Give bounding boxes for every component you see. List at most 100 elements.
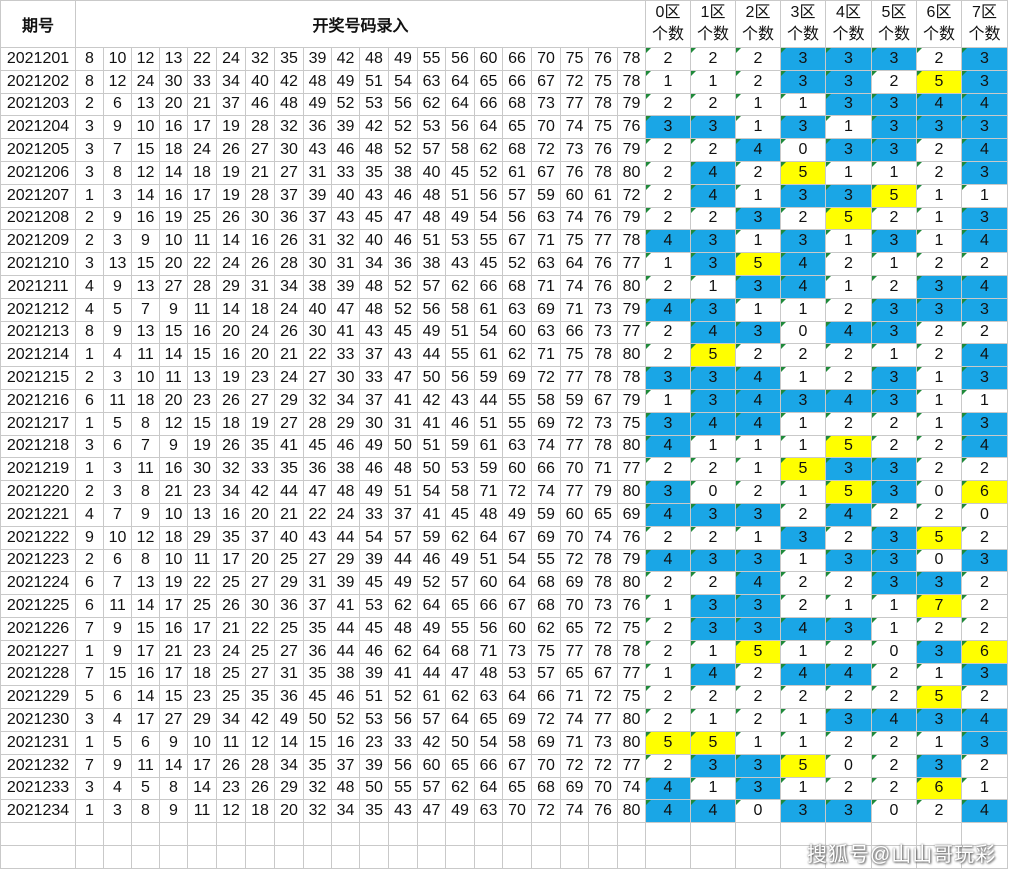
number-cell: 1	[75, 799, 104, 824]
number-cell: 67	[588, 662, 618, 687]
number-cell: 26	[216, 594, 246, 618]
number-cell: 64	[560, 252, 589, 276]
zone-count-6: 0	[916, 548, 962, 573]
zone-count-2: 3	[735, 274, 781, 299]
number-cell: 19	[216, 160, 246, 185]
number-cell: 77	[617, 753, 646, 778]
empty-cell	[0, 822, 76, 846]
number-cell: 14	[131, 685, 160, 710]
number-cell: 6	[103, 685, 132, 710]
number-cell: 11	[131, 343, 160, 368]
number-cell: 53	[445, 457, 475, 482]
number-cell: 39	[359, 662, 389, 687]
number-cell: 49	[331, 69, 360, 94]
number-cell: 36	[274, 594, 304, 618]
zone-count-3: 1	[780, 92, 826, 117]
number-cell: 54	[502, 548, 532, 573]
zone-count-3: 2	[780, 685, 826, 710]
number-cell: 6	[103, 434, 132, 459]
zone-count-6: 1	[916, 662, 962, 687]
number-cell: 43	[303, 525, 332, 550]
zone-count-3: 3	[780, 799, 826, 824]
table-row: 2021207 1 3 14 16 17 19 28 37 39 40 43 46 48 51 56 57 59 6…	[0, 183, 1008, 208]
number-cell: 3	[75, 160, 104, 185]
zone-count-5: 2	[871, 206, 917, 231]
number-cell: 9	[131, 229, 160, 254]
zone-count-1: 3	[690, 753, 736, 778]
number-cell: 76	[617, 594, 646, 618]
number-cell: 68	[445, 639, 475, 664]
period-cell: 2021228	[0, 662, 76, 687]
number-cell: 16	[216, 343, 246, 368]
number-cell: 57	[417, 776, 446, 801]
table-row: 2021210 3 13 15 20 22 24 26 28 30 31 34 36 38 43 45 52 63…	[0, 252, 1008, 276]
number-cell: 65	[502, 115, 532, 140]
number-cell: 42	[245, 708, 275, 732]
zone-count-3: 1	[780, 639, 826, 664]
number-cell: 35	[274, 47, 304, 71]
zone-count-2: 2	[735, 662, 781, 687]
zone-count-0: 3	[645, 411, 691, 436]
period-cell: 2021220	[0, 480, 76, 504]
number-cell: 47	[303, 480, 332, 504]
number-cell: 49	[502, 502, 532, 527]
number-cell: 66	[474, 753, 503, 778]
number-cell: 34	[216, 708, 246, 732]
number-cell: 26	[216, 434, 246, 459]
zone-count-4: 1	[825, 594, 872, 618]
number-cell: 29	[274, 571, 304, 596]
number-cell: 35	[303, 616, 332, 641]
number-cell: 76	[617, 525, 646, 550]
number-cell: 11	[187, 297, 217, 322]
header-row: 期号 开奖号码录入 0区 个数 1区 个数 2区 个数 3区 个数 4区 个数 5区 个数 …	[0, 0, 1008, 48]
number-cell: 25	[187, 594, 217, 618]
number-cell: 52	[388, 274, 418, 299]
empty-cell	[303, 844, 332, 869]
number-cell: 9	[159, 297, 188, 322]
number-cell: 72	[531, 708, 561, 732]
number-cell: 51	[359, 685, 389, 710]
number-cell: 22	[187, 47, 217, 71]
number-cell: 46	[331, 434, 360, 459]
zone-count-4: 2	[825, 366, 872, 390]
number-cell: 70	[560, 525, 589, 550]
zone-count-6: 6	[916, 776, 962, 801]
zone-count-1: 2	[690, 525, 736, 550]
number-cell: 60	[560, 183, 589, 208]
number-cell: 61	[474, 434, 503, 459]
number-cell: 17	[187, 616, 217, 641]
empty-row	[0, 844, 1008, 869]
number-cell: 19	[187, 434, 217, 459]
number-cell: 6	[131, 730, 160, 755]
number-cell: 29	[187, 708, 217, 732]
number-cell: 59	[474, 457, 503, 482]
number-cell: 11	[103, 594, 132, 618]
number-cell: 42	[331, 47, 360, 71]
zone-count-2: 2	[735, 47, 781, 71]
number-cell: 36	[303, 115, 332, 140]
number-cell: 24	[216, 639, 246, 664]
zone-header-7: 7区 个数	[961, 0, 1008, 48]
number-cell: 67	[531, 69, 561, 94]
zone-count-4: 4	[825, 502, 872, 527]
number-cell: 54	[417, 480, 446, 504]
number-cell: 64	[502, 571, 532, 596]
zone-count-7: 1	[961, 776, 1008, 801]
number-cell: 53	[359, 92, 389, 117]
number-cell: 73	[588, 411, 618, 436]
number-cell: 63	[474, 685, 503, 710]
empty-cell	[645, 822, 691, 846]
number-cell: 4	[75, 502, 104, 527]
number-cell: 62	[388, 594, 418, 618]
zone-count-5: 3	[871, 138, 917, 162]
number-cell: 51	[417, 434, 446, 459]
number-cell: 20	[159, 92, 188, 117]
number-cell: 60	[502, 457, 532, 482]
number-cell: 16	[159, 115, 188, 140]
number-cell: 33	[331, 160, 360, 185]
number-cell: 56	[502, 206, 532, 231]
number-cell: 41	[417, 411, 446, 436]
empty-cell	[159, 844, 188, 869]
number-cell: 16	[331, 730, 360, 755]
number-cell: 77	[560, 92, 589, 117]
